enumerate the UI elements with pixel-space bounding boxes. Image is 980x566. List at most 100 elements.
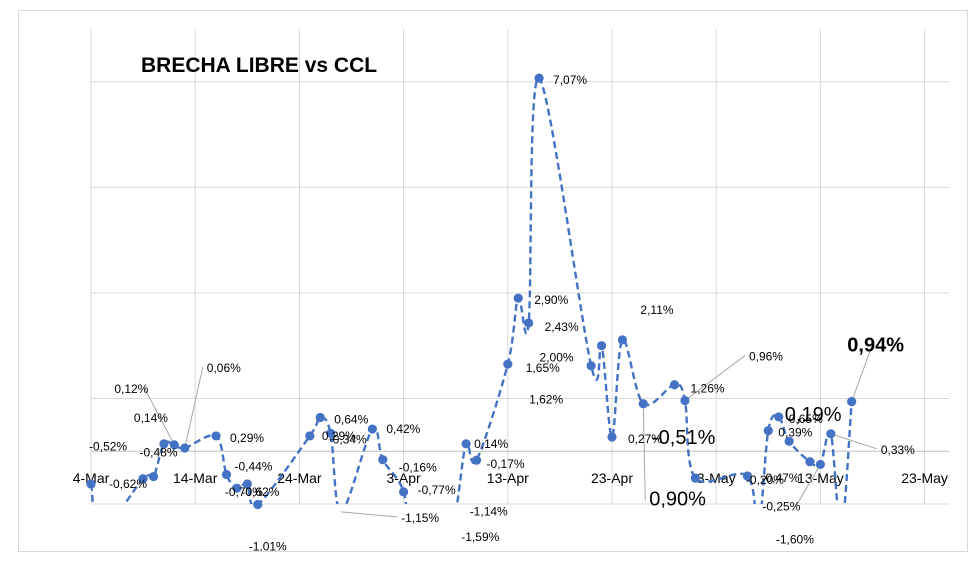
- data-point: [86, 479, 96, 489]
- data-label: 1,26%: [691, 382, 725, 396]
- data-label: -0,17%: [487, 457, 525, 471]
- data-point: [242, 479, 252, 489]
- data-labels: -0,62% -0,52% -0,48% 0,14% 0,12% 0,06% 0,29% -0…: [89, 73, 915, 566]
- data-point: [232, 483, 242, 493]
- line-chart: 4-Mar 14-Mar 24-Mar 3-Apr 13-Apr 23-Apr 3-May 1…: [73, 29, 949, 566]
- data-label: -0,62%: [241, 485, 279, 499]
- x-tick-label: 13-Apr: [487, 470, 529, 486]
- data-label: -1,14%: [470, 504, 508, 518]
- data-point: [774, 412, 784, 422]
- chart-title: BRECHA LIBRE vs CCL: [141, 54, 377, 77]
- data-point: [784, 436, 794, 446]
- data-point: [524, 318, 534, 328]
- x-tick-label: 4-Mar: [73, 470, 110, 486]
- data-point: [586, 361, 596, 371]
- data-label: -0,47%: [761, 471, 799, 485]
- data-label: 0,12%: [114, 382, 148, 396]
- data-label: -1,15%: [401, 511, 439, 525]
- data-label: 2,11%: [640, 303, 673, 317]
- data-label: 0,94%: [847, 335, 904, 357]
- x-tick-label: 23-Apr: [591, 470, 633, 486]
- leader-line: [143, 387, 175, 446]
- leader-line: [851, 346, 873, 402]
- leader-line: [795, 464, 821, 506]
- data-label: -0,62%: [109, 477, 147, 491]
- data-label: 0,90%: [649, 489, 706, 511]
- data-point: [513, 293, 523, 303]
- data-label: 0,33%: [881, 443, 915, 457]
- data-point: [378, 455, 388, 465]
- data-label: 0,14%: [474, 437, 508, 451]
- data-point: [617, 335, 628, 345]
- data-point: [461, 439, 471, 449]
- data-point: [503, 359, 513, 369]
- data-label: -0,25%: [762, 499, 800, 513]
- data-point: [690, 473, 700, 483]
- data-label: 0,39%: [778, 426, 812, 440]
- x-tick-label: 14-Mar: [173, 470, 218, 486]
- data-point: [596, 341, 607, 351]
- data-point: [221, 469, 232, 480]
- data-label: 1,62%: [529, 393, 563, 407]
- data-point: [847, 397, 857, 407]
- data-point: [669, 380, 680, 390]
- grid: [90, 29, 949, 505]
- data-label: 0,19%: [785, 404, 842, 426]
- data-label: 0,42%: [386, 422, 420, 436]
- x-tick-label: 3-May: [697, 470, 736, 486]
- data-label: -0,48%: [140, 446, 178, 460]
- data-point: [138, 474, 148, 484]
- data-point: [159, 439, 169, 449]
- data-point: [253, 499, 263, 510]
- data-label: 0,29%: [322, 429, 356, 443]
- data-label: 0,27%: [628, 432, 662, 446]
- data-point: [367, 424, 377, 434]
- data-point: [742, 471, 753, 481]
- data-label: -0,20%: [746, 473, 784, 487]
- data-point: [815, 459, 826, 470]
- chart-frame: 4-Mar 14-Mar 24-Mar 3-Apr 13-Apr 23-Apr 3-May 1…: [18, 10, 968, 566]
- x-tick-label: 24-Mar: [277, 470, 322, 486]
- leader-line: [830, 433, 877, 450]
- data-label: -1,60%: [776, 533, 814, 547]
- data-point: [826, 429, 836, 439]
- data-label: -0,70%: [225, 485, 263, 499]
- data-label: -0,77%: [418, 483, 456, 497]
- data-label: -1,01%: [249, 540, 287, 551]
- data-label: 7,07%: [553, 73, 587, 87]
- data-point: [169, 440, 179, 450]
- x-tick-label: 23-May: [901, 470, 948, 486]
- leader-line: [684, 355, 746, 401]
- data-point: [680, 395, 690, 406]
- data-point: [638, 399, 648, 409]
- data-label: -1,59%: [461, 530, 499, 544]
- data-label: 0,64%: [334, 412, 368, 426]
- data-label: -0,51%: [652, 427, 716, 449]
- data-point: [399, 487, 409, 497]
- data-point: [315, 412, 325, 423]
- x-tick-label: 13-May: [797, 470, 844, 486]
- data-label: 2,00%: [540, 351, 574, 365]
- data-point: [607, 432, 617, 442]
- leader-line: [642, 403, 646, 501]
- data-point: [305, 431, 315, 441]
- leader-line: [184, 366, 204, 449]
- leader-line: [341, 511, 398, 518]
- x-axis: 4-Mar 14-Mar 24-Mar 3-Apr 13-Apr 23-Apr 3-May 1…: [73, 450, 949, 486]
- data-label: -0,52%: [89, 440, 127, 454]
- data-point: [471, 455, 482, 465]
- series-line-path: [91, 76, 853, 504]
- data-label: 1,65%: [526, 361, 560, 375]
- data-point: [534, 73, 544, 83]
- leader-lines: [143, 346, 877, 518]
- data-point: [805, 457, 815, 467]
- data-label: 0,96%: [749, 350, 783, 364]
- series-line: [91, 76, 853, 504]
- series-points: [86, 73, 857, 510]
- data-label: 2,90%: [534, 293, 568, 307]
- data-point: [763, 426, 773, 436]
- data-label: -0,44%: [234, 459, 272, 473]
- data-label: -0,16%: [399, 461, 437, 475]
- data-point: [326, 428, 336, 438]
- data-point: [211, 431, 221, 441]
